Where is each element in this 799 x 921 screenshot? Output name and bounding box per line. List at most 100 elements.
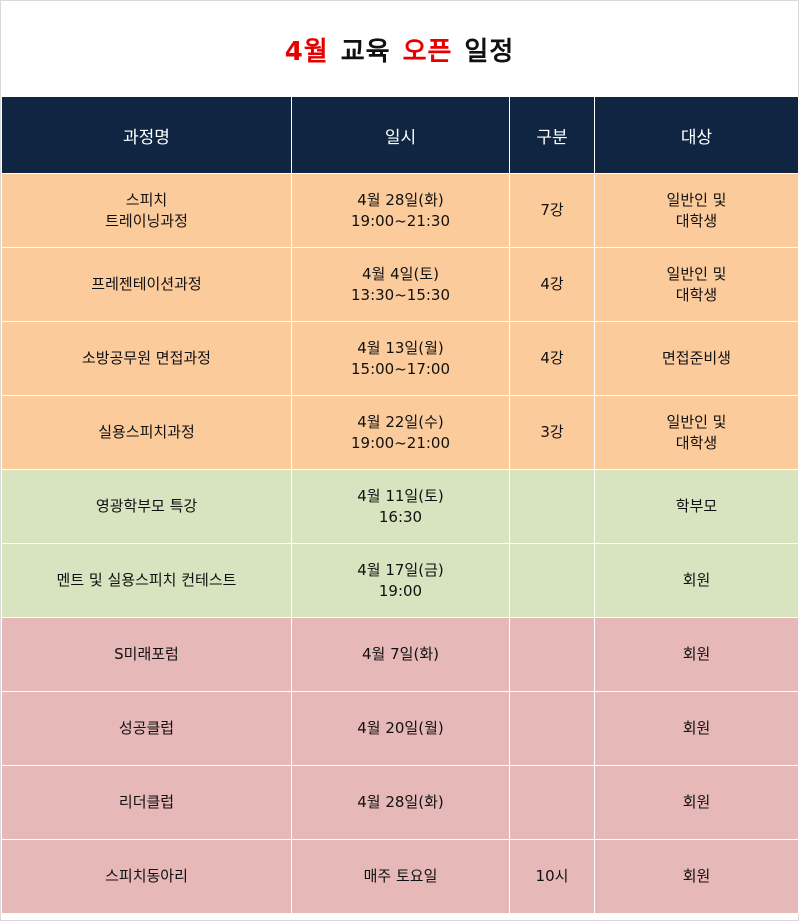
cell-type <box>509 543 595 618</box>
cell-datetime-line: 4월 22일(수) <box>357 412 444 431</box>
cell-datetime: 매주 토요일 <box>291 839 510 914</box>
cell-course: 스피치동아리 <box>1 839 292 914</box>
cell-type: 3강 <box>509 395 595 470</box>
cell-course-line: 실용스피치과정 <box>98 423 195 441</box>
cell-type: 4강 <box>509 247 595 322</box>
cell-datetime: 4월 22일(수) 19:00~21:00 <box>291 395 510 470</box>
cell-datetime-line: 16:30 <box>378 507 423 526</box>
cell-course-line: 멘트 및 실용스피치 컨테스트 <box>56 571 237 589</box>
cell-target-line: 회원 <box>682 645 711 663</box>
cell-datetime-line: 4월 13일(월) <box>357 338 444 357</box>
table-row: 스피치 트레이닝과정 4월 28일(화) 19:00~21:30 7강 일반인 및 대학생 <box>1 173 799 248</box>
cell-datetime-line: 15:00~17:00 <box>350 359 451 378</box>
page-title: 4월 교육 오픈 일정 <box>1 1 798 97</box>
title-open: 오픈 <box>402 36 453 67</box>
cell-target: 회원 <box>594 543 799 618</box>
cell-datetime-line: 4월 17일(금) <box>357 560 444 579</box>
cell-course-line: 성공클럽 <box>118 719 175 737</box>
cell-datetime-line: 4월 20일(월) <box>357 719 444 737</box>
cell-target-line: 회원 <box>682 571 711 589</box>
cell-target-line: 면접준비생 <box>661 349 731 367</box>
cell-type: 10시 <box>509 839 595 914</box>
cell-datetime-line: 13:30~15:30 <box>350 285 451 304</box>
table-row: 성공클럽 4월 20일(월) 회원 <box>1 691 799 766</box>
title-edu: 교육 <box>340 36 391 67</box>
table-row: 스피치동아리 매주 토요일 10시 회원 <box>1 839 799 914</box>
cell-type <box>509 617 595 692</box>
cell-target-line: 회원 <box>682 867 711 885</box>
table-header-row: 과정명 일시 구분 대상 <box>1 97 799 174</box>
cell-datetime: 4월 20일(월) <box>291 691 510 766</box>
cell-target: 회원 <box>594 765 799 840</box>
cell-datetime-line: 19:00 <box>378 581 423 600</box>
cell-datetime: 4월 4일(토) 13:30~15:30 <box>291 247 510 322</box>
cell-course-line: 스피치 <box>125 190 168 209</box>
cell-type <box>509 765 595 840</box>
cell-type: 4강 <box>509 321 595 396</box>
cell-course: 프레젠테이션과정 <box>1 247 292 322</box>
cell-datetime-line: 4월 4일(토) <box>362 264 439 283</box>
table-row: S미래포럼 4월 7일(화) 회원 <box>1 617 799 692</box>
cell-datetime: 4월 28일(화) <box>291 765 510 840</box>
cell-datetime-line: 4월 28일(화) <box>357 793 444 811</box>
cell-course: 실용스피치과정 <box>1 395 292 470</box>
cell-course-line: 영광학부모 특강 <box>95 497 198 515</box>
cell-datetime: 4월 17일(금) 19:00 <box>291 543 510 618</box>
cell-type: 7강 <box>509 173 595 248</box>
cell-target-line: 학부모 <box>675 497 718 515</box>
header-type: 구분 <box>509 97 595 174</box>
cell-course: 멘트 및 실용스피치 컨테스트 <box>1 543 292 618</box>
table-body: 스피치 트레이닝과정 4월 28일(화) 19:00~21:30 7강 일반인 및 대학생 프… <box>1 173 799 914</box>
cell-course-line: 스피치동아리 <box>105 867 188 885</box>
cell-target-line: 회원 <box>682 719 711 737</box>
cell-datetime: 4월 11일(토) 16:30 <box>291 469 510 544</box>
header-datetime: 일시 <box>291 97 510 174</box>
table-row: 영광학부모 특강 4월 11일(토) 16:30 학부모 <box>1 469 799 544</box>
cell-type <box>509 469 595 544</box>
cell-datetime-line: 19:00~21:00 <box>350 433 451 452</box>
cell-datetime-line: 4월 7일(화) <box>362 645 439 663</box>
cell-target-line: 대학생 <box>675 211 718 230</box>
cell-target: 회원 <box>594 617 799 692</box>
cell-datetime-line: 4월 11일(토) <box>357 486 444 505</box>
table-row: 실용스피치과정 4월 22일(수) 19:00~21:00 3강 일반인 및 대학생 <box>1 395 799 470</box>
cell-course-line: 프레젠테이션과정 <box>91 275 202 293</box>
cell-target-line: 일반인 및 <box>666 264 727 283</box>
cell-course: 영광학부모 특강 <box>1 469 292 544</box>
cell-target-line: 회원 <box>682 793 711 811</box>
title-month: 4월 <box>284 36 329 67</box>
cell-datetime-line: 매주 토요일 <box>363 867 438 885</box>
cell-course: 소방공무원 면접과정 <box>1 321 292 396</box>
cell-datetime: 4월 28일(화) 19:00~21:30 <box>291 173 510 248</box>
cell-course-line: 리더클럽 <box>118 793 175 811</box>
cell-target: 학부모 <box>594 469 799 544</box>
cell-datetime-line: 19:00~21:30 <box>350 211 451 230</box>
table-row: 리더클럽 4월 28일(화) 회원 <box>1 765 799 840</box>
table-row: 소방공무원 면접과정 4월 13일(월) 15:00~17:00 4강 면접준비생 <box>1 321 799 396</box>
cell-target: 회원 <box>594 691 799 766</box>
cell-datetime: 4월 7일(화) <box>291 617 510 692</box>
cell-target-line: 대학생 <box>675 433 718 452</box>
cell-datetime-line: 4월 28일(화) <box>357 190 444 209</box>
cell-type <box>509 691 595 766</box>
cell-target-line: 일반인 및 <box>666 412 727 431</box>
cell-course-line: 트레이닝과정 <box>105 211 188 230</box>
cell-course: 리더클럽 <box>1 765 292 840</box>
cell-course: 성공클럽 <box>1 691 292 766</box>
header-target: 대상 <box>594 97 799 174</box>
table-row: 프레젠테이션과정 4월 4일(토) 13:30~15:30 4강 일반인 및 대학생 <box>1 247 799 322</box>
cell-course-line: S미래포럼 <box>114 645 179 663</box>
title-schedule: 일정 <box>464 36 515 67</box>
cell-target: 회원 <box>594 839 799 914</box>
cell-target: 면접준비생 <box>594 321 799 396</box>
cell-course-line: 소방공무원 면접과정 <box>82 349 211 367</box>
header-course: 과정명 <box>1 97 292 174</box>
cell-target-line: 일반인 및 <box>666 190 727 209</box>
table-row: 멘트 및 실용스피치 컨테스트 4월 17일(금) 19:00 회원 <box>1 543 799 618</box>
cell-datetime: 4월 13일(월) 15:00~17:00 <box>291 321 510 396</box>
